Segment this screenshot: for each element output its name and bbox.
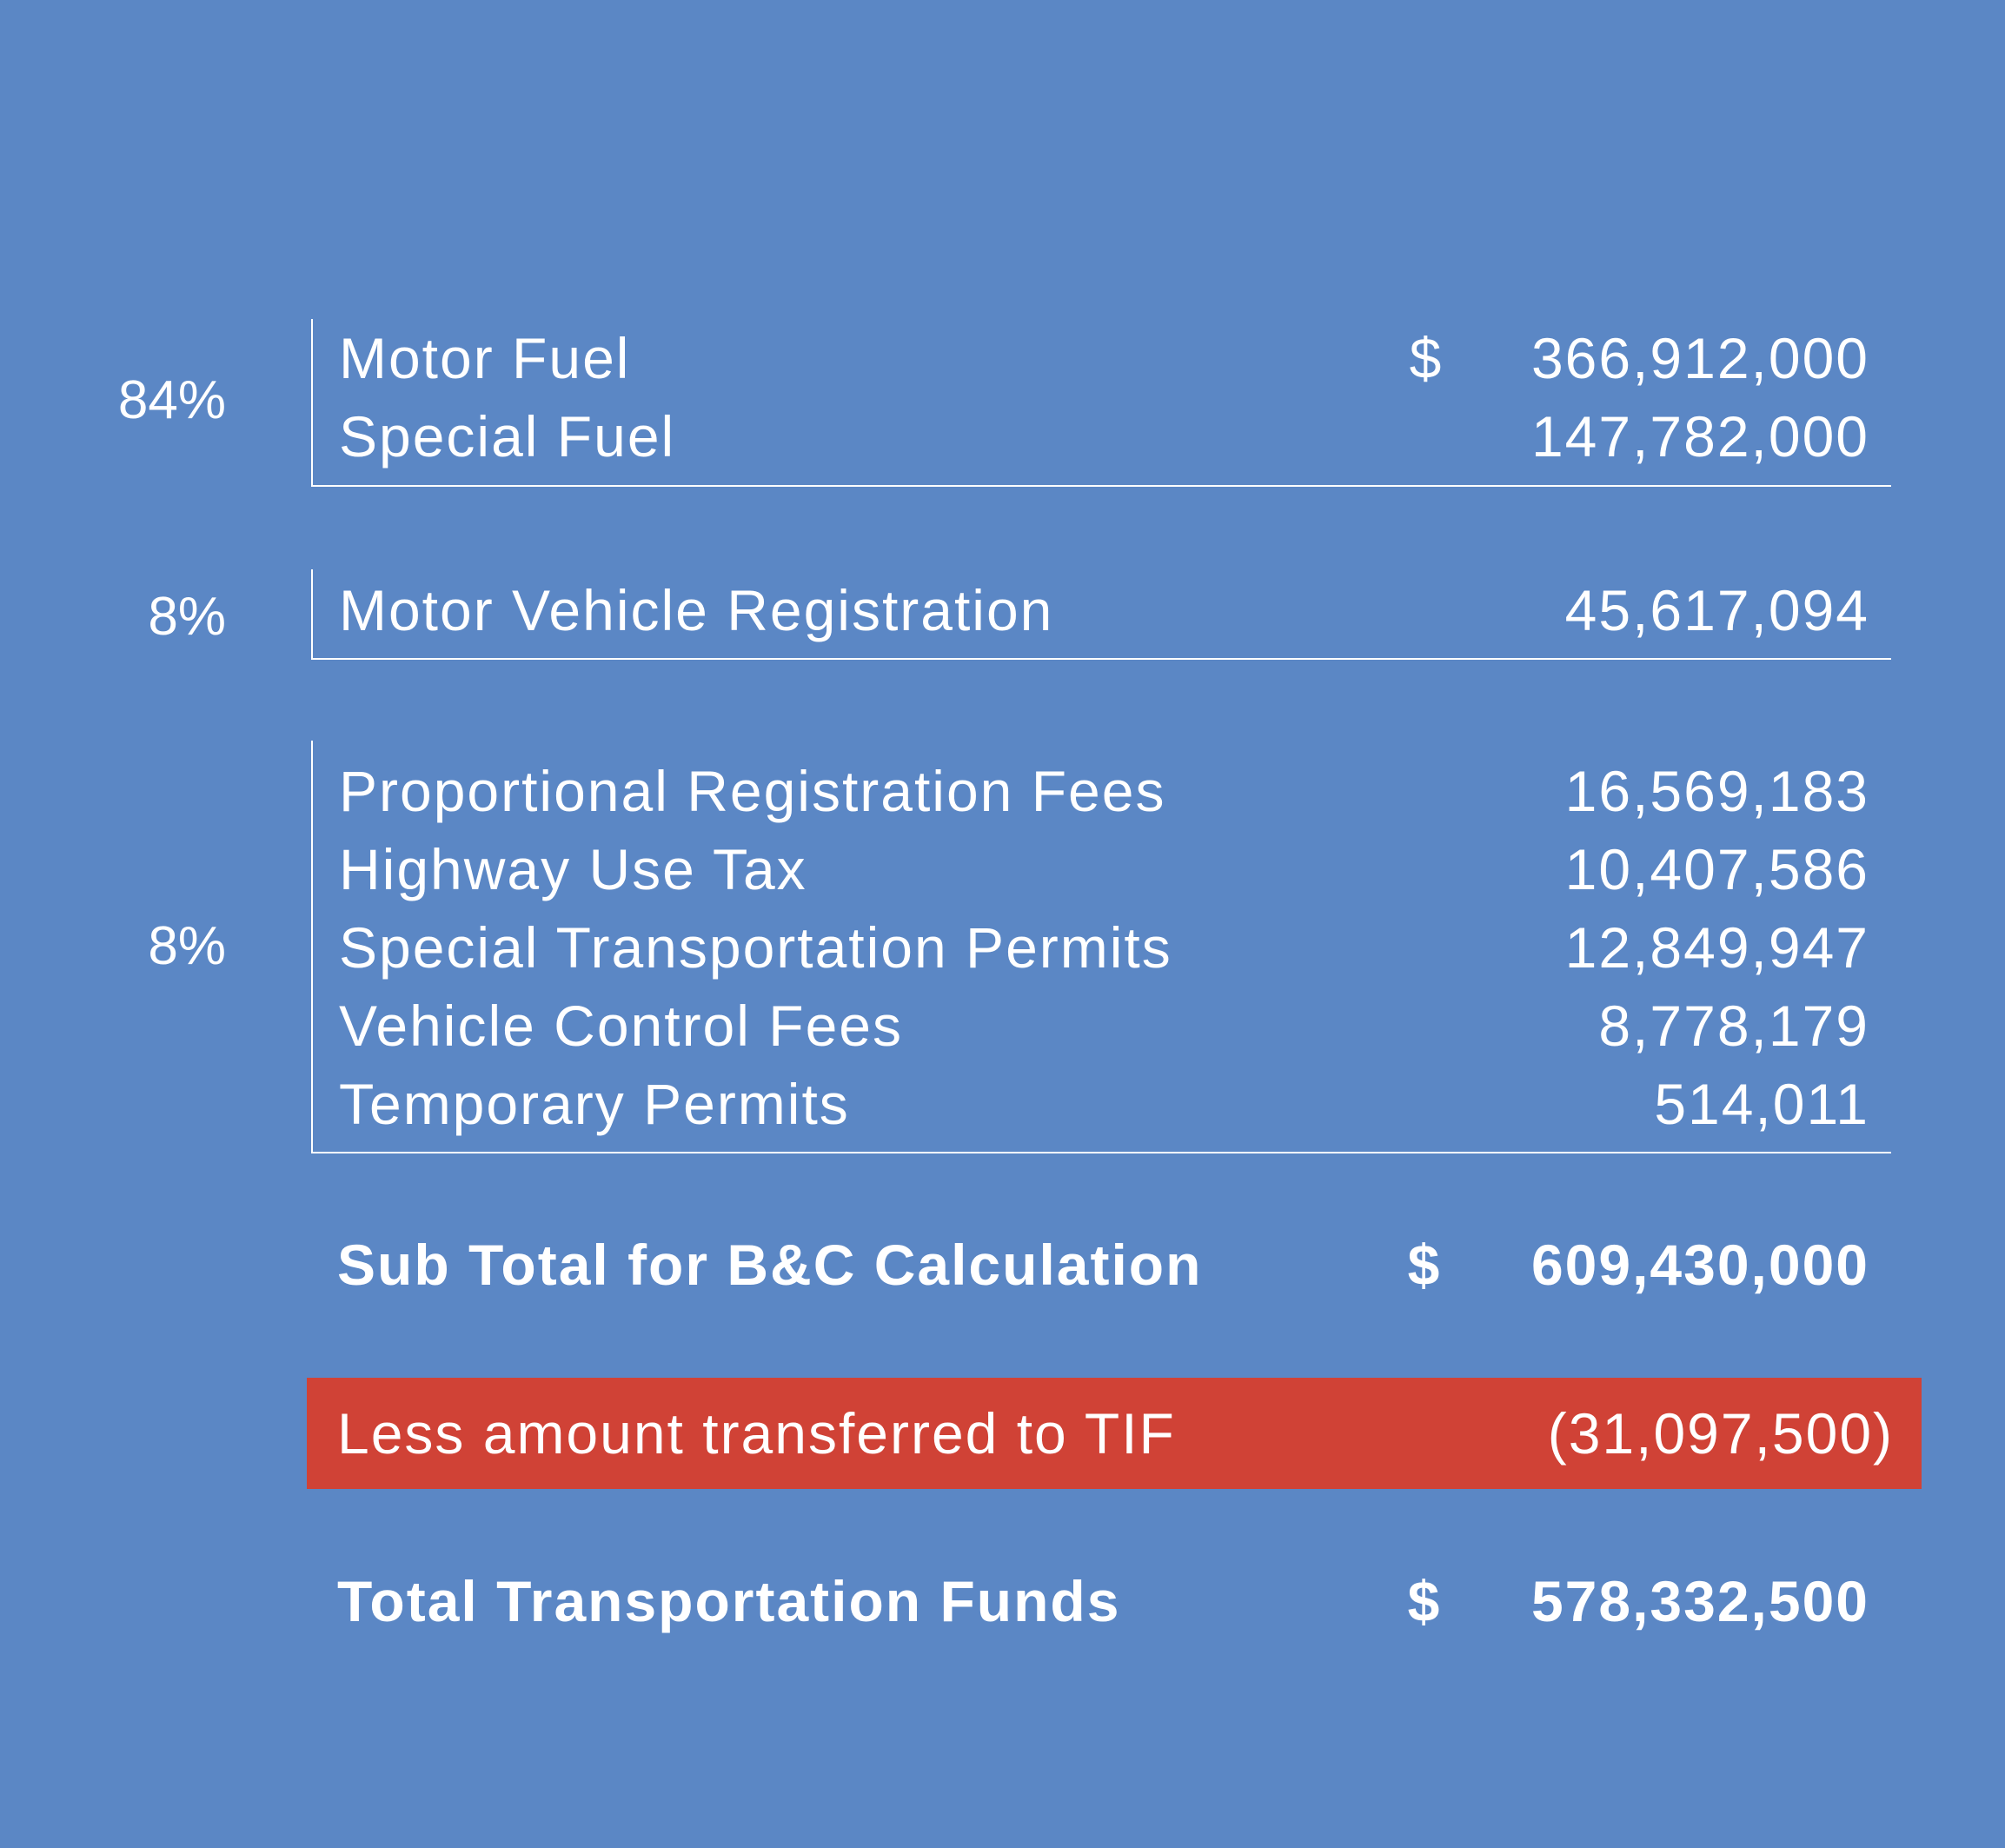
table-row: Motor Fuel $ 366,912,000	[313, 319, 1891, 397]
currency-symbol: $	[1407, 1233, 1440, 1297]
total-amount: 578,332,500	[1530, 1569, 1869, 1633]
row-amount: 514,011	[1654, 1072, 1869, 1136]
row-amount: 366,912,000	[1530, 326, 1869, 390]
group-fees: Proportional Registration Fees 16,569,18…	[311, 741, 1891, 1153]
currency-symbol: $	[1407, 1569, 1440, 1633]
row-amount: 16,569,183	[1564, 759, 1869, 823]
row-label: Motor Fuel	[339, 326, 631, 390]
row-label: Motor Vehicle Registration	[339, 578, 1054, 642]
tif-amount: (31,097,500)	[1547, 1401, 1894, 1466]
row-label: Special Transportation Permits	[339, 915, 1172, 980]
row-label: Highway Use Tax	[339, 837, 807, 901]
subtotal-amount: 609,430,000	[1530, 1233, 1869, 1297]
row-label: Special Fuel	[339, 404, 676, 469]
group-registration: Motor Vehicle Registration 45,617,094	[311, 569, 1891, 660]
table-row: Highway Use Tax 10,407,586	[313, 830, 1891, 908]
row-amount: 12,849,947	[1564, 915, 1869, 980]
row-amount: 147,782,000	[1530, 404, 1869, 469]
row-amount: 8,778,179	[1598, 994, 1869, 1058]
row-label: Vehicle Control Fees	[339, 994, 903, 1058]
table-row: Special Transportation Permits 12,849,94…	[313, 908, 1891, 987]
row-label: Proportional Registration Fees	[339, 759, 1166, 823]
group-fuel-percent: 84%	[117, 370, 226, 430]
subtotal-label: Sub Total for B&C Calculation	[337, 1233, 1203, 1297]
table-row: Vehicle Control Fees 8,778,179	[313, 987, 1891, 1065]
total-label: Total Transportation Funds	[337, 1569, 1121, 1633]
tif-transfer-bar: Less amount transferred to TIF (31,097,5…	[307, 1378, 1922, 1489]
tif-label: Less amount transferred to TIF	[337, 1401, 1176, 1466]
row-label: Temporary Permits	[339, 1072, 850, 1136]
table-row: Motor Vehicle Registration 45,617,094	[313, 571, 1891, 649]
table-row: Proportional Registration Fees 16,569,18…	[313, 752, 1891, 830]
total-row: Total Transportation Funds $ 578,332,500	[311, 1562, 1891, 1640]
group-fees-percent: 8%	[148, 916, 226, 976]
group-registration-percent: 8%	[148, 587, 226, 647]
group-fuel: Motor Fuel $ 366,912,000 Special Fuel 14…	[311, 319, 1891, 487]
currency-symbol: $	[1409, 326, 1442, 390]
table-row: Temporary Permits 514,011	[313, 1065, 1891, 1143]
subtotal-row: Sub Total for B&C Calculation $ 609,430,…	[311, 1226, 1891, 1304]
row-amount: 45,617,094	[1564, 578, 1869, 642]
table-row: Special Fuel 147,782,000	[313, 397, 1891, 475]
row-amount: 10,407,586	[1564, 837, 1869, 901]
